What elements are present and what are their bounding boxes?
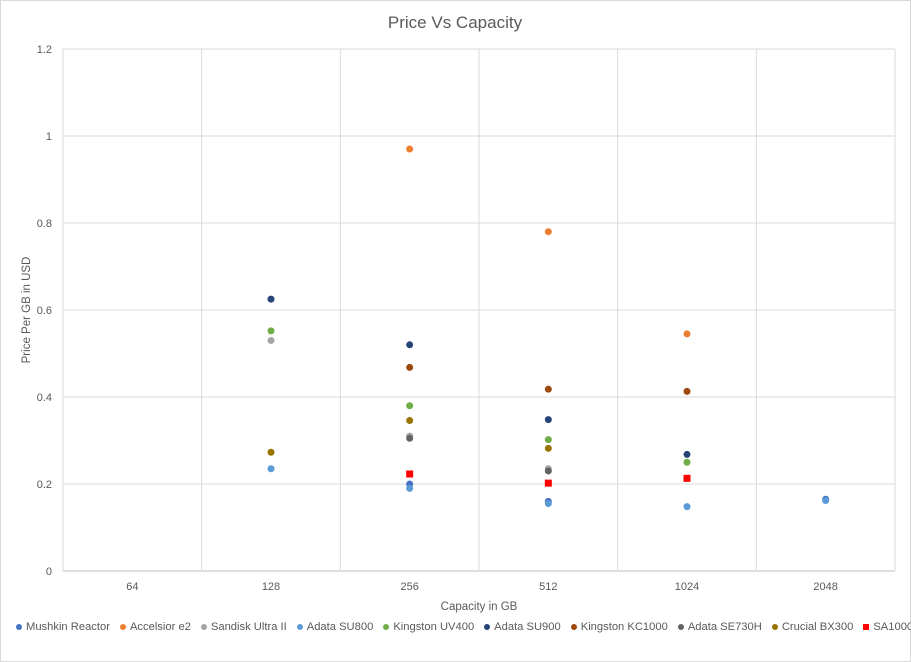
legend-circle-marker <box>296 624 303 630</box>
x-tick-label: 64 <box>126 581 138 593</box>
data-point <box>267 295 275 303</box>
legend-label: Adata SU800 <box>306 621 374 633</box>
y-tick-label: 0.8 <box>37 218 52 230</box>
data-point <box>683 503 691 511</box>
legend-circle-marker <box>771 624 778 630</box>
legend-item: Accelsior e2 <box>119 621 191 633</box>
data-point <box>683 387 691 395</box>
data-point <box>544 479 552 487</box>
data-point <box>683 474 691 482</box>
y-tick-label: 1.2 <box>37 44 52 56</box>
legend: Mushkin Reactor Accelsior e2 Sandisk Ultra… <box>16 618 911 636</box>
legend-circle-marker <box>119 624 126 630</box>
x-tick-label: 2048 <box>813 581 837 593</box>
legend-circle-marker <box>383 624 390 630</box>
data-point <box>267 336 275 344</box>
data-point <box>544 416 552 424</box>
y-axis-label: Price Per GB in USD <box>21 257 33 364</box>
data-point <box>544 444 552 452</box>
legend-label: Crucial BX300 <box>781 621 854 633</box>
data-point <box>406 434 414 442</box>
legend-label: Sandisk Ultra II <box>210 621 287 633</box>
legend-item: Sandisk Ultra II <box>200 621 287 633</box>
legend-label: Accelsior e2 <box>129 621 191 633</box>
data-point <box>406 470 414 478</box>
legend-label: Adata SE730H <box>687 621 762 633</box>
y-tick-label: 0.4 <box>37 392 52 404</box>
x-tick-label: 128 <box>262 581 280 593</box>
legend-item: Adata SE730H <box>677 621 762 633</box>
data-point <box>544 436 552 444</box>
y-tick-label: 1 <box>46 131 52 143</box>
data-point <box>267 448 275 456</box>
data-point <box>406 484 414 492</box>
data-point <box>822 497 830 505</box>
legend-item: Kingston UV400 <box>383 621 474 633</box>
legend-item: SA1000 <box>863 621 911 633</box>
data-point <box>544 500 552 508</box>
legend-circle-marker <box>677 624 684 630</box>
data-point <box>544 385 552 393</box>
legend-circle-marker <box>16 624 22 630</box>
legend-label: Kingston UV400 <box>393 621 475 633</box>
legend-item: Crucial BX300 <box>771 621 854 633</box>
legend-label: SA1000 <box>873 621 911 633</box>
data-point <box>406 145 414 153</box>
x-tick-label: 1024 <box>675 581 699 593</box>
y-tick-label: 0.2 <box>37 479 52 491</box>
y-tick-label: 0.6 <box>37 305 52 317</box>
data-point <box>267 465 275 473</box>
data-point <box>683 450 691 458</box>
data-point <box>406 363 414 371</box>
legend-item: Mushkin Reactor <box>16 621 110 633</box>
legend-label: Kingston KC1000 <box>580 621 668 633</box>
legend-item: Adata SU900 <box>484 621 561 633</box>
data-point <box>406 402 414 410</box>
legend-label: Adata SU900 <box>494 621 561 633</box>
legend-circle-marker <box>484 624 491 630</box>
data-point <box>406 416 414 424</box>
data-point <box>683 458 691 466</box>
data-point <box>406 341 414 349</box>
legend-label: Mushkin Reactor <box>26 621 110 633</box>
chart-title: Price Vs Capacity <box>388 13 523 32</box>
y-tick-label: 0 <box>46 566 52 578</box>
x-axis-label: Capacity in GB <box>441 601 518 613</box>
legend-item: Adata SU800 <box>296 621 374 633</box>
legend-circle-marker <box>200 624 207 630</box>
legend-item: Kingston KC1000 <box>570 621 668 633</box>
data-point <box>544 467 552 475</box>
data-point <box>683 330 691 338</box>
legend-square-marker <box>863 624 870 630</box>
x-tick-label: 512 <box>539 581 557 593</box>
data-point <box>267 327 275 335</box>
data-point <box>544 228 552 236</box>
x-tick-label: 256 <box>400 581 418 593</box>
legend-circle-marker <box>570 624 577 630</box>
